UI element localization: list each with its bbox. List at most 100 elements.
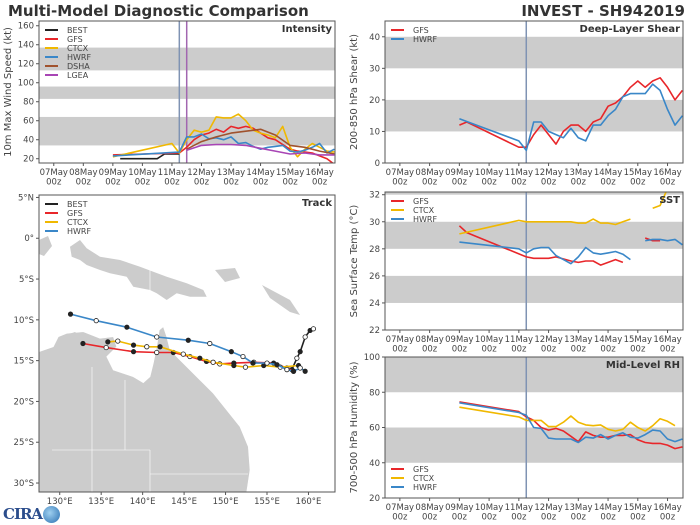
y-tick-label: 40: [23, 136, 34, 146]
x-tick-label: 09May 00z: [445, 168, 473, 188]
x-tick-label-line: 07May: [40, 168, 68, 178]
x-tick-label-line: 00z: [511, 178, 527, 188]
x-tick-label: 09May 00z: [99, 168, 127, 188]
y-tick-label: 40: [369, 459, 380, 469]
series-line-gfs: [458, 225, 624, 266]
x-tick-label-line: 00z: [194, 178, 210, 188]
series-line-gfs: [459, 77, 683, 148]
series-group: [458, 192, 683, 266]
track-point-hwrf: [228, 349, 234, 355]
x-tick-label-line: 00z: [660, 513, 676, 523]
plot-frame: [38, 194, 336, 493]
y-tick-label: 120: [18, 60, 34, 70]
legend-label-gfs: GFS: [67, 209, 83, 218]
y-tick-label: 24: [369, 299, 380, 309]
x-tick-label-line: 145°E: [171, 497, 197, 507]
x-tick-label: 130°E: [47, 497, 73, 507]
land-new-britain: [215, 268, 240, 282]
x-tick-label-line: 150°E: [213, 497, 239, 507]
x-tick-label-line: 07May: [386, 503, 414, 513]
x-tick-label-line: 15May: [624, 503, 652, 513]
x-tick-label-line: 08May: [415, 168, 443, 178]
legend-label-hwrf: HWRF: [67, 227, 91, 236]
y-tick-label: 5°N: [18, 193, 34, 203]
x-tick-label: 07May 00z: [40, 168, 68, 188]
x-tick-label: 15May 00z: [624, 503, 652, 523]
figure-title: Multi-Model Diagnostic Comparison: [8, 2, 309, 20]
x-tick-label: 140°E: [130, 497, 156, 507]
x-tick-label-line: 16May: [653, 335, 681, 345]
legend-label-gfs: GFS: [413, 465, 429, 474]
series-line-dsha: [186, 128, 335, 155]
legend-label-ctcx: CTCX: [67, 44, 89, 53]
track-point-ctcx: [144, 344, 150, 350]
x-tick-label-line: 00z: [571, 345, 587, 355]
legend-label-ctcx: CTCX: [67, 218, 89, 227]
track-point-hwrf: [185, 337, 191, 343]
series-line-lgea: [186, 143, 335, 156]
legend-label-best: BEST: [67, 26, 88, 35]
track-point-hwrf: [274, 362, 280, 368]
x-tick-label-line: 00z: [630, 178, 646, 188]
x-tick-label: 14May 00z: [594, 503, 622, 523]
panel-title: Intensity: [282, 24, 333, 35]
x-tick-label-line: 00z: [105, 178, 121, 188]
track-point-best: [294, 355, 300, 361]
track-point-hwrf: [93, 318, 99, 324]
x-tick-label-line: 13May: [217, 168, 245, 178]
track-point-hwrf: [290, 368, 297, 374]
x-tick-label-line: 00z: [392, 513, 408, 523]
shaded-band: [385, 36, 683, 69]
x-tick-label: 11May 00z: [158, 168, 186, 188]
series-line-gfs: [112, 125, 334, 163]
series-line-hwrf: [459, 83, 683, 152]
y-tick-label: 30°S: [14, 479, 34, 489]
series-line-ctcx: [652, 192, 667, 209]
y-tick-label: 100: [18, 79, 34, 89]
x-tick-label-line: 155°E: [254, 497, 280, 507]
shaded-band: [385, 357, 683, 393]
track-point-ctcx: [197, 355, 203, 361]
y-tick-label: 80: [369, 388, 380, 398]
x-tick-label: 08May 00z: [415, 503, 443, 523]
x-tick-label: 14May 00z: [246, 168, 274, 188]
series-group: [459, 401, 683, 450]
y-tick-label: 28: [369, 245, 380, 255]
x-tick-label-line: 00z: [135, 178, 151, 188]
track-point-ctcx: [231, 362, 237, 369]
x-tick-label: 09May 00z: [445, 503, 473, 523]
y-axis-label: 10m Max Wind Speed (kt): [3, 27, 14, 157]
x-tick-label-line: 00z: [630, 345, 646, 355]
x-tick-label-line: 14May: [594, 503, 622, 513]
x-tick-label-line: 00z: [422, 178, 438, 188]
track-point-hwrf: [284, 367, 290, 373]
x-tick-label-line: 00z: [481, 513, 497, 523]
y-tick-label: 100: [364, 353, 380, 363]
panel-title: Deep-Layer Shear: [580, 24, 681, 35]
legend-label-gfs: GFS: [67, 35, 83, 44]
x-tick-label-line: 00z: [452, 345, 468, 355]
x-tick-label: 10May 00z: [475, 335, 503, 355]
land-new-guinea: [70, 240, 207, 300]
track-point-hwrf: [67, 311, 74, 317]
x-tick-label-line: 00z: [541, 345, 557, 355]
track-point-hwrf: [154, 334, 160, 340]
x-tick-label-line: 10May: [475, 335, 503, 345]
x-tick-label-line: 16May: [305, 168, 333, 178]
y-tick-label: 160: [18, 22, 34, 32]
x-tick-label-line: 08May: [69, 168, 97, 178]
track-point-ctcx: [210, 359, 216, 365]
x-tick-label-line: 00z: [541, 178, 557, 188]
track-point-gfs: [103, 344, 109, 351]
y-tick-label: 25°S: [14, 438, 34, 448]
x-tick-label-line: 00z: [660, 178, 676, 188]
y-tick-label: 5°S: [19, 275, 34, 285]
x-tick-label-line: 14May: [246, 168, 274, 178]
y-tick-label: 22: [369, 326, 380, 336]
x-tick-label-line: 09May: [445, 168, 473, 178]
